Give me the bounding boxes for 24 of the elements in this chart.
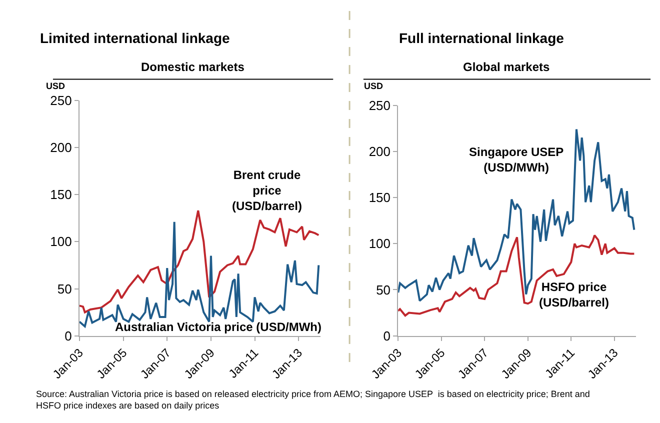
- y-tick-label: 200: [368, 144, 391, 159]
- series-label: Australian Victoria price (USD/MWh): [115, 320, 322, 334]
- y-tick-label: 150: [368, 190, 391, 206]
- series-label: Singapore USEP (USD/MWh): [469, 145, 564, 175]
- y-tick-label: 0: [64, 328, 72, 344]
- y-tick-label: 200: [50, 140, 72, 156]
- y-tick-label: 250: [50, 92, 72, 108]
- source-note: Source: Australian Victoria price is based on released electricity price from AEMO; Singapore USEP is based on electricity price; Brent and HSFO price indexes are based on daily prices: [36, 389, 590, 411]
- chart-subtitle: Global markets: [463, 60, 550, 74]
- line-series: [398, 234, 636, 317]
- y-tick-label: 0: [383, 328, 391, 344]
- y-axis-title: USD: [364, 81, 384, 91]
- series-label: HSFO price (USD/barrel): [539, 280, 610, 310]
- y-tick-label: 250: [368, 98, 391, 113]
- series-label: Brent crude price (USD/barrel): [232, 168, 302, 214]
- chart-subtitle: Domestic markets: [141, 60, 245, 74]
- y-tick-label: 50: [57, 281, 72, 296]
- chart-title: Limited international linkage: [40, 30, 230, 46]
- y-tick-label: 150: [50, 187, 72, 202]
- y-tick-label: 50: [376, 282, 391, 298]
- y-axis-title: USD: [46, 81, 66, 91]
- chart-title: Full international linkage: [399, 30, 564, 46]
- y-tick-label: 100: [50, 234, 72, 250]
- y-tick-label: 100: [368, 236, 391, 252]
